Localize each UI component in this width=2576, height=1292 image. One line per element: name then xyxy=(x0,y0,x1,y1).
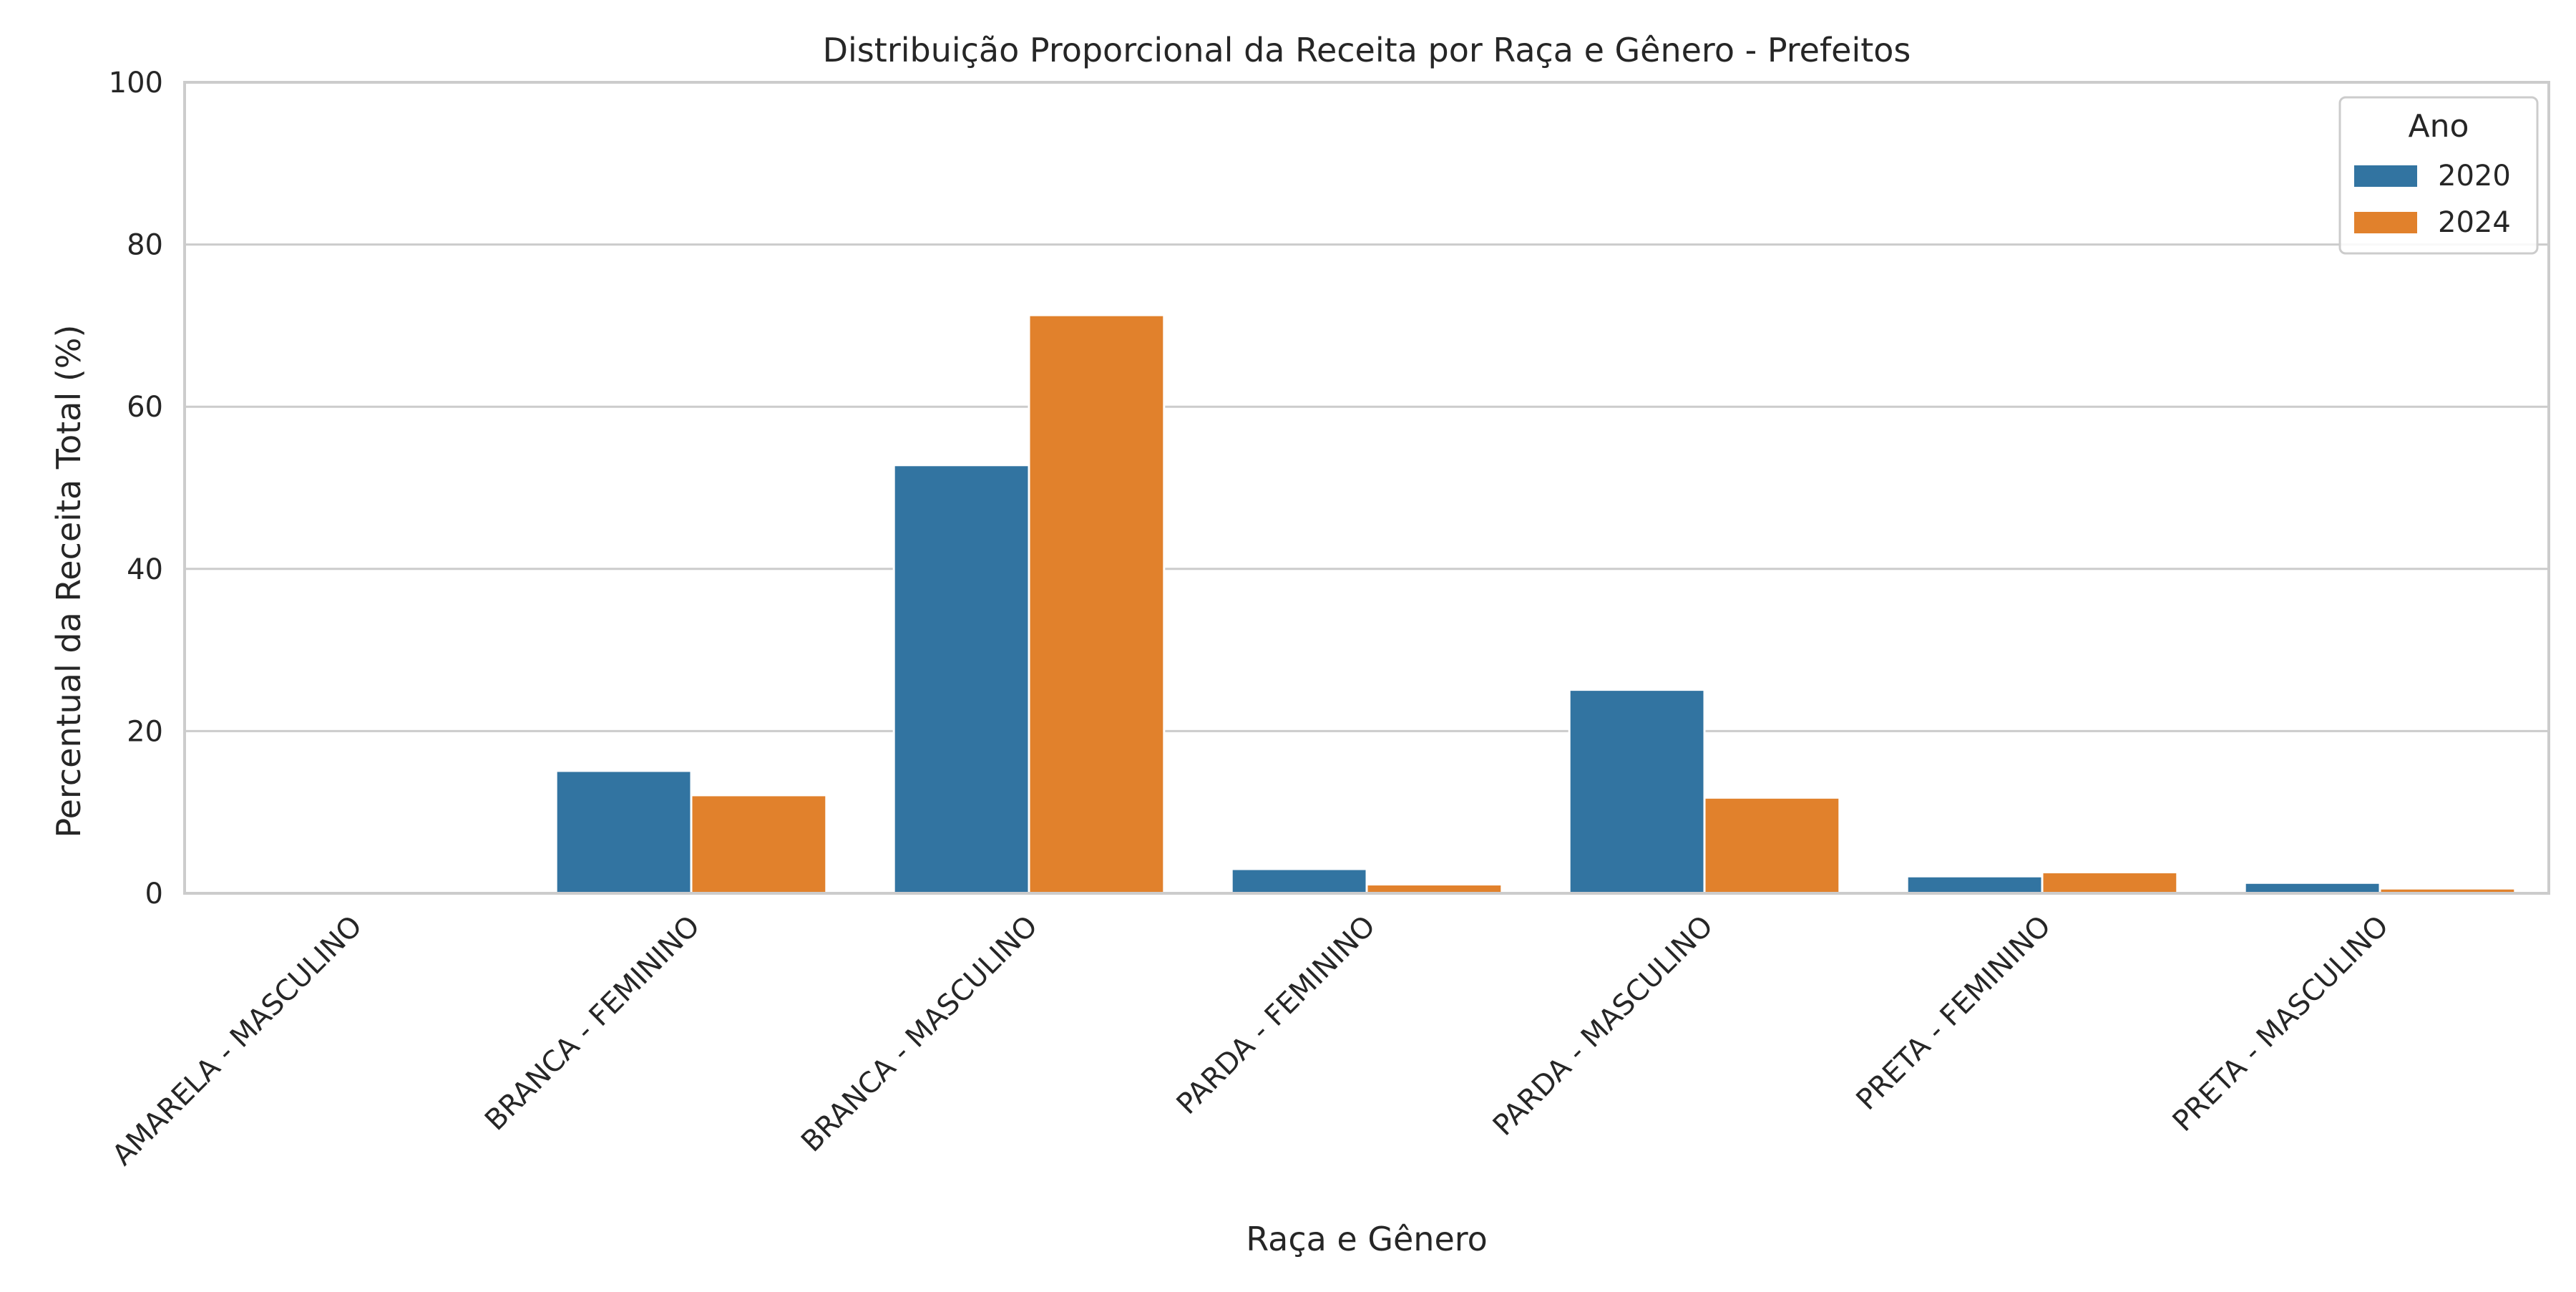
bars xyxy=(555,314,2517,895)
plot-frame xyxy=(183,81,2550,895)
y-axis-label: Percentual da Receita Total (%) xyxy=(49,325,88,838)
x-axis-label: Raça e Gênero xyxy=(1246,1220,1488,1258)
bar-2020-6 xyxy=(2243,881,2381,895)
legend-label-2020: 2020 xyxy=(2438,160,2511,193)
bar-2020-3 xyxy=(1230,868,1368,895)
y-tick-label: 40 xyxy=(127,553,163,586)
bar-2024-4 xyxy=(1703,796,1841,895)
bar-2024-2 xyxy=(1028,314,1166,895)
bar-2020-4 xyxy=(1568,689,1706,895)
y-tick-label: 60 xyxy=(127,391,163,424)
y-tick-label: 80 xyxy=(127,229,163,262)
bar-2024-5 xyxy=(2041,871,2179,895)
legend-title: Ano xyxy=(2409,108,2469,145)
legend-label-2024: 2024 xyxy=(2438,206,2511,239)
bar-2020-2 xyxy=(892,464,1030,895)
legend: Ano 2020 2024 xyxy=(2338,96,2539,255)
legend-swatch-2020 xyxy=(2354,165,2417,187)
y-tick-label: 0 xyxy=(145,878,163,910)
bar-2020-5 xyxy=(1906,875,2044,895)
series-2024 xyxy=(690,314,2517,895)
chart-title: Distribuição Proporcional da Receita por… xyxy=(823,31,1911,69)
legend-swatch-2024 xyxy=(2354,212,2417,233)
y-tick-label: 100 xyxy=(109,67,163,99)
y-tick-label: 20 xyxy=(127,715,163,748)
y-tick-labels: 0 20 40 60 80 100 xyxy=(109,67,163,910)
bar-2024-1 xyxy=(690,794,828,895)
bar-2020-1 xyxy=(555,769,693,895)
